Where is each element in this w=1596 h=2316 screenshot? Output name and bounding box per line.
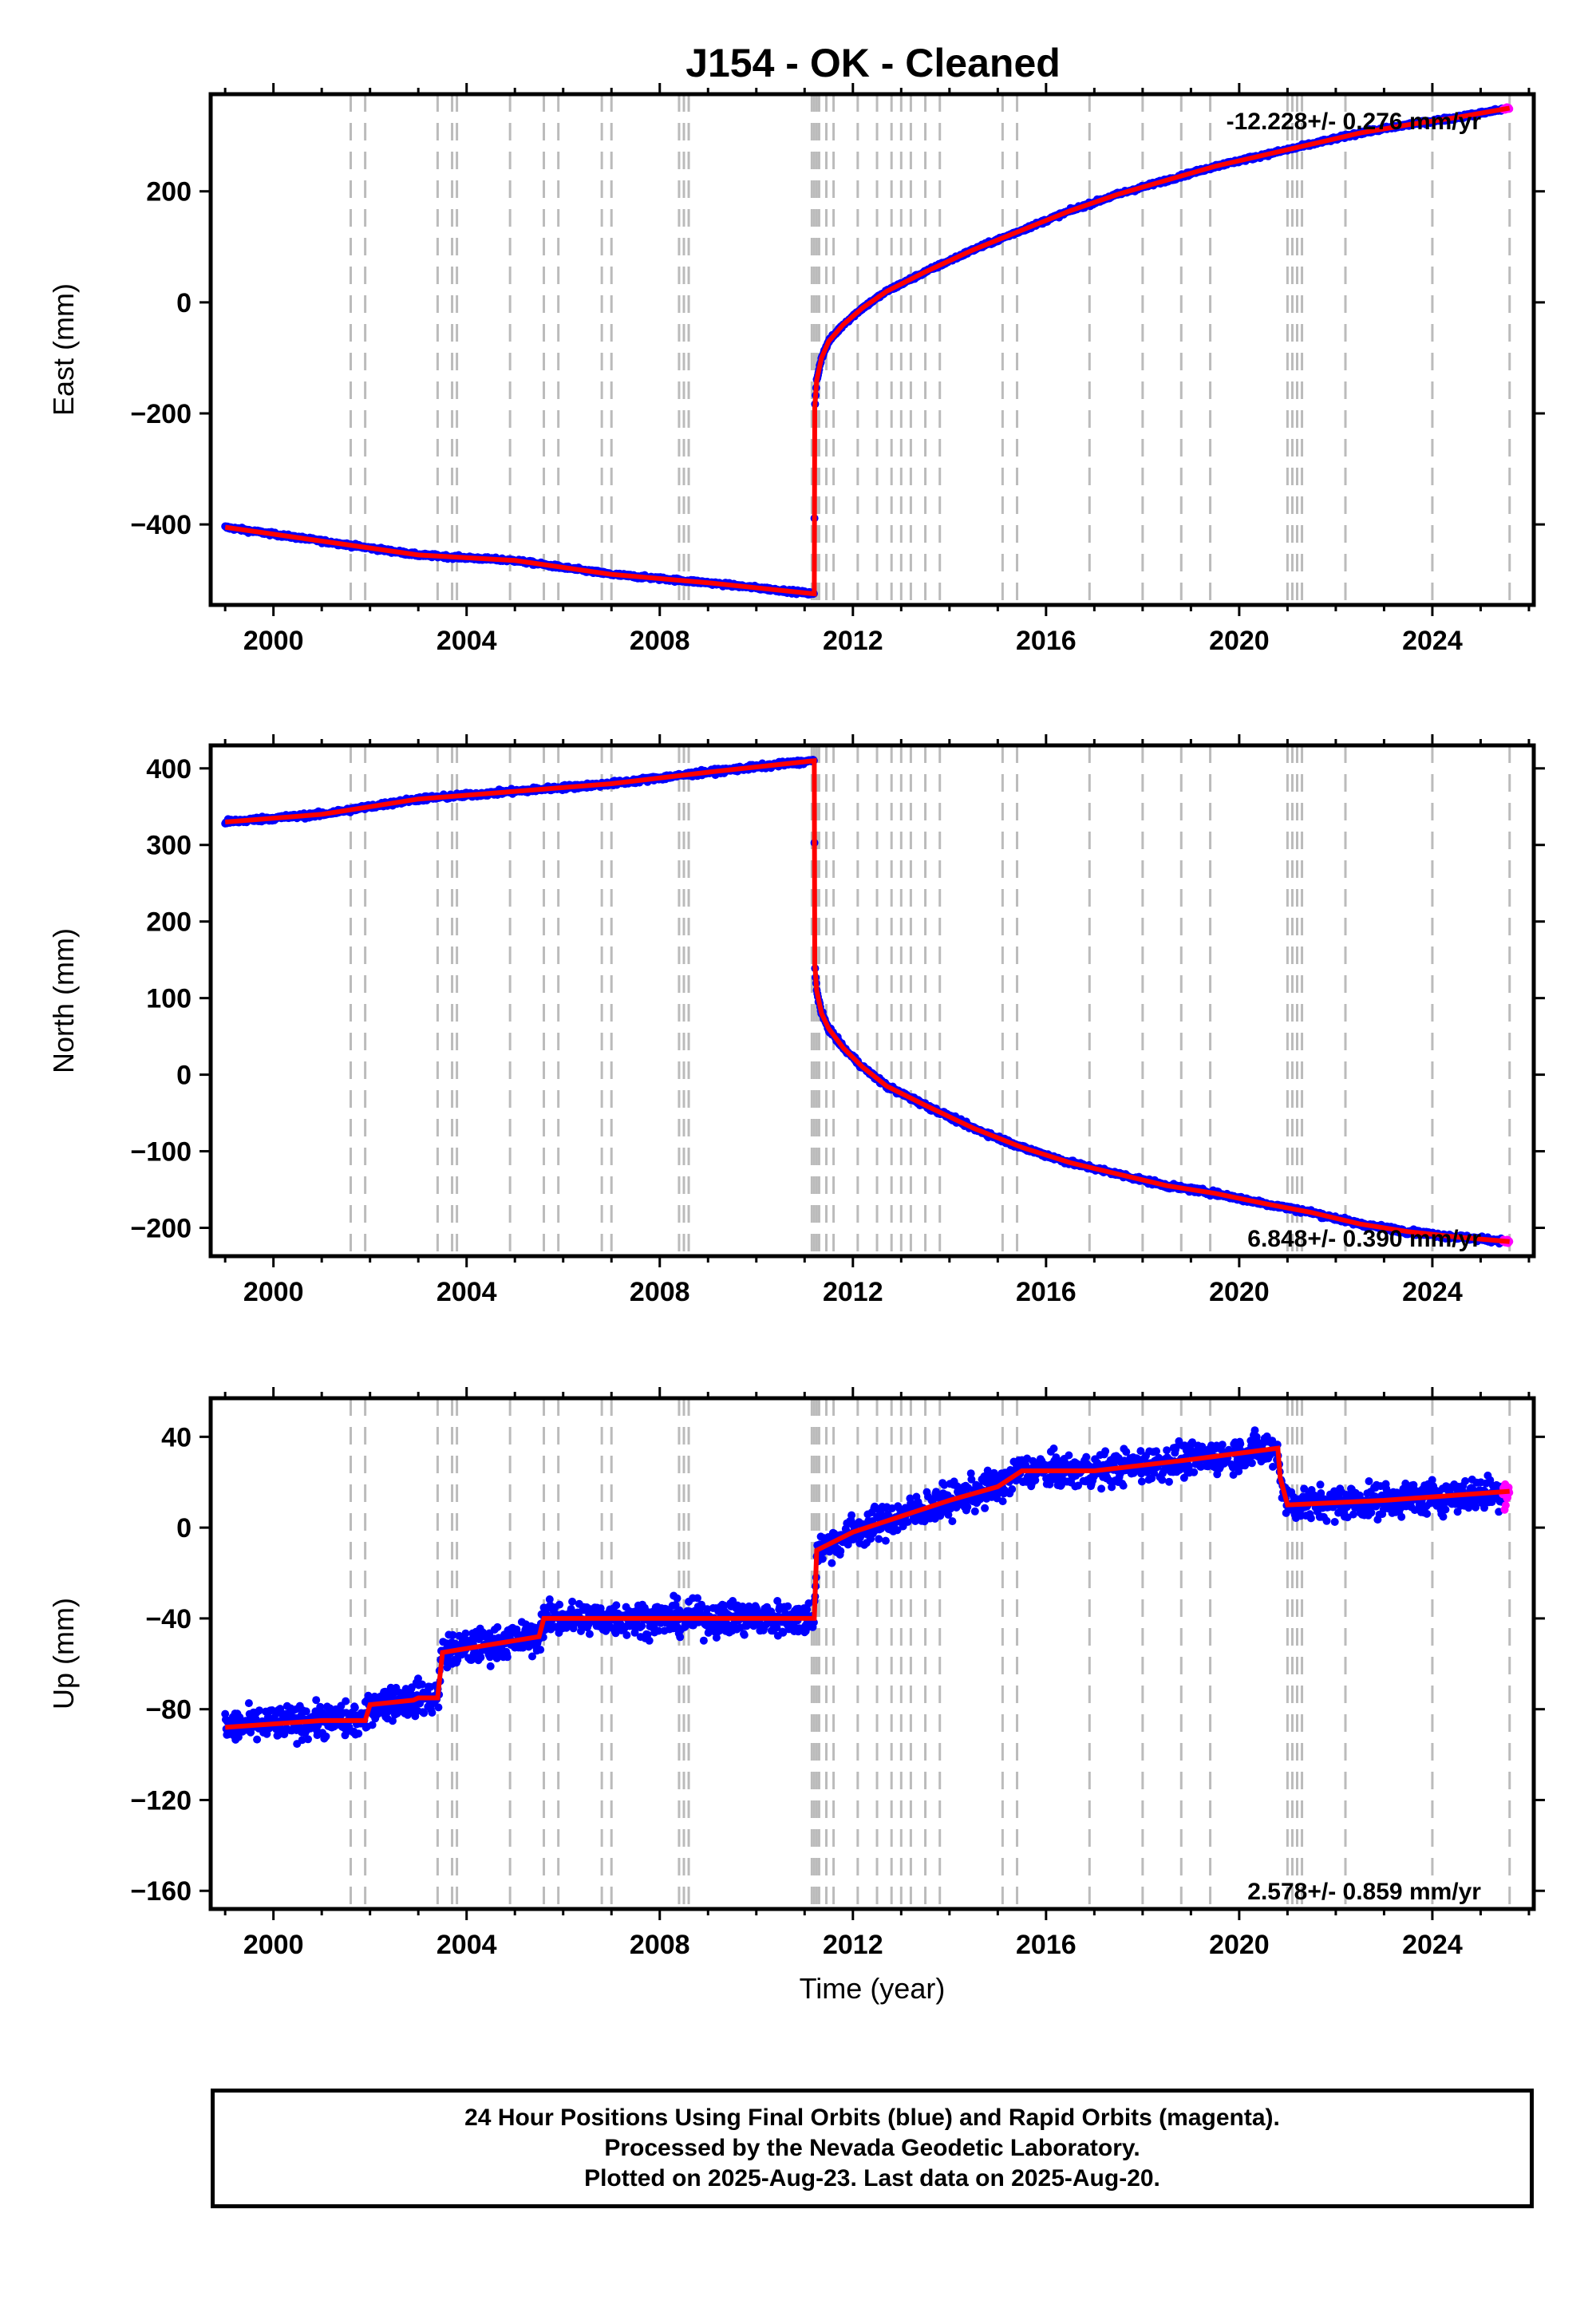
data-point [253,1735,262,1744]
model-line-north [224,757,1510,1244]
plot-area-north [221,745,1514,1256]
y-tick-label: −200 [130,1213,192,1243]
rate-label-east: -12.228+/- 0.276 mm/yr [1227,109,1482,135]
panel-east: 2000 2004 2008 2012 2016 2020 2024 −400 −200 0 200… [47,83,1545,656]
x-tick-label: 2004 [437,626,497,656]
data-point [342,1697,350,1705]
y-tick-label: 200 [146,907,192,938]
plot-area-up [221,1398,1514,1909]
data-point [350,1703,359,1712]
x-tick-label: 2016 [1016,1277,1077,1307]
data-point [354,1729,363,1738]
y-tick-label: −100 [130,1137,192,1168]
y-tick-label: 0 [176,288,192,318]
x-tick-label: 2016 [1016,626,1077,656]
y-tick-label: 300 [146,831,192,861]
data-point [368,1721,377,1729]
data-point [304,1735,312,1744]
x-tick-label: 2000 [243,626,304,656]
data-point [298,1736,306,1745]
y-axis-label: North (mm) [47,928,80,1073]
x-tick-label: 2024 [1402,626,1463,656]
model-line-east [224,105,1511,597]
x-tick-label: 2020 [1209,1277,1270,1307]
panel-up: 2000 2004 2008 2012 2016 2020 2024−160−120−80−… [47,1387,1545,2005]
y-tick-label: −400 [130,510,192,540]
panels: 2000 2004 2008 2012 2016 2020 2024−400−2000200… [47,83,1545,2005]
y-axis-label: East (mm) [47,283,80,416]
y-tick-label: 0 [176,1061,192,1091]
data-point [234,1733,243,1741]
x-tick-label: 2012 [823,626,883,656]
data-point [244,1699,253,1708]
observations-east [221,103,1514,599]
y-tick-label: −200 [130,399,192,429]
x-tick-label: 2004 [437,1277,497,1307]
x-tick-label: 2020 [1209,626,1270,656]
y-tick-label: 400 [146,754,192,785]
axes-frame-north [208,743,1536,1259]
x-tick-label: 2024 [1402,1277,1463,1307]
x-tick-label: 2012 [823,1277,883,1307]
x-tick-label: 2008 [630,626,690,656]
plot-area-east [221,94,1514,605]
observations-north [221,756,1514,1248]
rate-label-north: 6.848+/- 0.390 mm/yr [1247,1226,1481,1252]
x-tick-label: 2000 [243,1277,304,1307]
chart-title: J154 - OK - Cleaned [685,41,1061,85]
y-tick-label: 100 [146,984,192,1014]
data-point [312,1696,321,1705]
data-point [322,1732,330,1741]
data-point [302,1707,310,1716]
x-tick-label: 2008 [630,1277,690,1307]
panel-north: 2000 2004 2008 2012 2016 2020 2024 −200 −100 0 100… [47,734,1545,1307]
axes-frame-east [208,92,1536,607]
data-point [255,1706,263,1715]
y-tick-label: 200 [146,177,192,207]
